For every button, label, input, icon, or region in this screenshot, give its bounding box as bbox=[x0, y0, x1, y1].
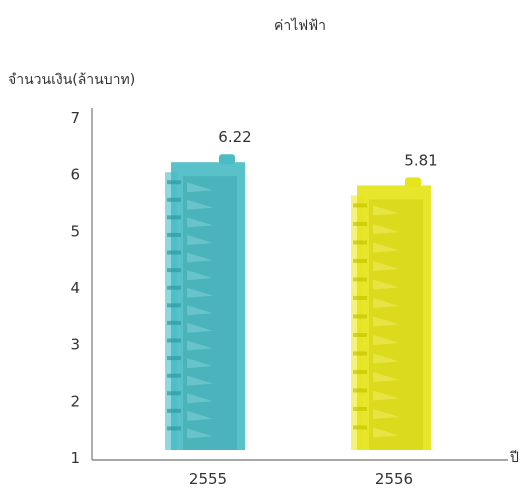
bar-facet bbox=[373, 408, 399, 419]
bar-facet bbox=[373, 390, 399, 401]
bar-facet bbox=[373, 205, 399, 216]
bar-notch bbox=[353, 425, 367, 430]
bar-facet bbox=[373, 242, 399, 253]
bar-notch bbox=[167, 338, 181, 343]
bar-notch bbox=[353, 221, 367, 226]
bar-facet bbox=[187, 393, 213, 404]
chart-title: ค่าไฟฟ้า bbox=[274, 17, 326, 34]
bar-notch bbox=[353, 332, 367, 337]
bar-top-tab bbox=[405, 177, 421, 188]
bar-notch bbox=[167, 268, 181, 273]
y-tick-label: 3 bbox=[70, 336, 80, 354]
bar-facet bbox=[373, 371, 399, 382]
bar-notch bbox=[353, 388, 367, 393]
bar-body bbox=[171, 162, 245, 450]
bar-notch bbox=[167, 250, 181, 255]
bar-facet bbox=[187, 270, 213, 281]
bar-notch bbox=[353, 277, 367, 282]
bar-facet bbox=[373, 316, 399, 327]
bar-notch bbox=[167, 180, 181, 185]
bar-notch bbox=[353, 314, 367, 319]
bar-facet bbox=[373, 260, 399, 271]
bar-body bbox=[357, 185, 431, 450]
bars: 6.22 5.81 bbox=[165, 128, 438, 450]
bar-facet bbox=[373, 223, 399, 234]
y-tick-label: 2 bbox=[70, 392, 80, 410]
bar-facet bbox=[373, 353, 399, 364]
bar-notch bbox=[167, 356, 181, 361]
data-label: 5.81 bbox=[404, 151, 437, 169]
bar-facet bbox=[373, 427, 399, 438]
bar-facet bbox=[187, 217, 213, 228]
bar-facet bbox=[373, 297, 399, 308]
y-tick-label: 4 bbox=[70, 279, 80, 297]
bar-facet bbox=[373, 279, 399, 290]
y-tick-label: 7 bbox=[70, 109, 80, 127]
y-tick-label: 6 bbox=[70, 166, 80, 184]
y-tick-label: 1 bbox=[70, 449, 80, 467]
x-tick-label: 2555 bbox=[189, 470, 227, 488]
bar-notch bbox=[167, 373, 181, 378]
bar-notch bbox=[167, 426, 181, 431]
y-axis-label: จำนวนเงิน(ล้านบาท) bbox=[8, 72, 135, 88]
bar-notch bbox=[167, 232, 181, 237]
bar-notch bbox=[167, 391, 181, 396]
bar-facet bbox=[187, 410, 213, 421]
bar-notch bbox=[353, 295, 367, 300]
bar-inner-face bbox=[369, 199, 423, 450]
bar: 5.81 bbox=[351, 151, 438, 450]
bar-facet bbox=[187, 358, 213, 369]
bar-facet bbox=[187, 322, 213, 333]
bar-notch bbox=[353, 203, 367, 208]
bar-facet bbox=[187, 199, 213, 210]
bar-facet bbox=[187, 252, 213, 263]
bar-notch bbox=[167, 215, 181, 220]
bar-facet bbox=[187, 305, 213, 316]
bar-facet bbox=[187, 428, 213, 439]
bar-notch bbox=[167, 197, 181, 202]
bar: 6.22 bbox=[165, 128, 252, 450]
bar-notch bbox=[353, 258, 367, 263]
bar-inner-face bbox=[183, 176, 237, 450]
x-axis-label: ปี bbox=[510, 450, 519, 466]
bar-facet bbox=[187, 234, 213, 245]
bar-notch bbox=[353, 240, 367, 245]
bar-notch bbox=[167, 303, 181, 308]
bar-top-tab bbox=[219, 154, 235, 165]
bar-facet bbox=[187, 287, 213, 298]
y-ticks: 1 2 3 4 5 6 7 bbox=[70, 109, 80, 467]
bar-facet bbox=[187, 375, 213, 386]
bar-facet bbox=[187, 340, 213, 351]
bar-notch bbox=[167, 408, 181, 413]
x-ticks: 2555 2556 bbox=[189, 470, 413, 488]
bar-notch bbox=[167, 320, 181, 325]
bar-notch bbox=[353, 369, 367, 374]
bar-facet bbox=[373, 334, 399, 345]
bar-notch bbox=[167, 285, 181, 290]
bar-notch bbox=[353, 406, 367, 411]
bar-notch bbox=[353, 351, 367, 356]
data-label: 6.22 bbox=[218, 128, 251, 146]
bar-facet bbox=[187, 182, 213, 193]
y-tick-label: 5 bbox=[70, 222, 80, 240]
x-tick-label: 2556 bbox=[375, 470, 413, 488]
